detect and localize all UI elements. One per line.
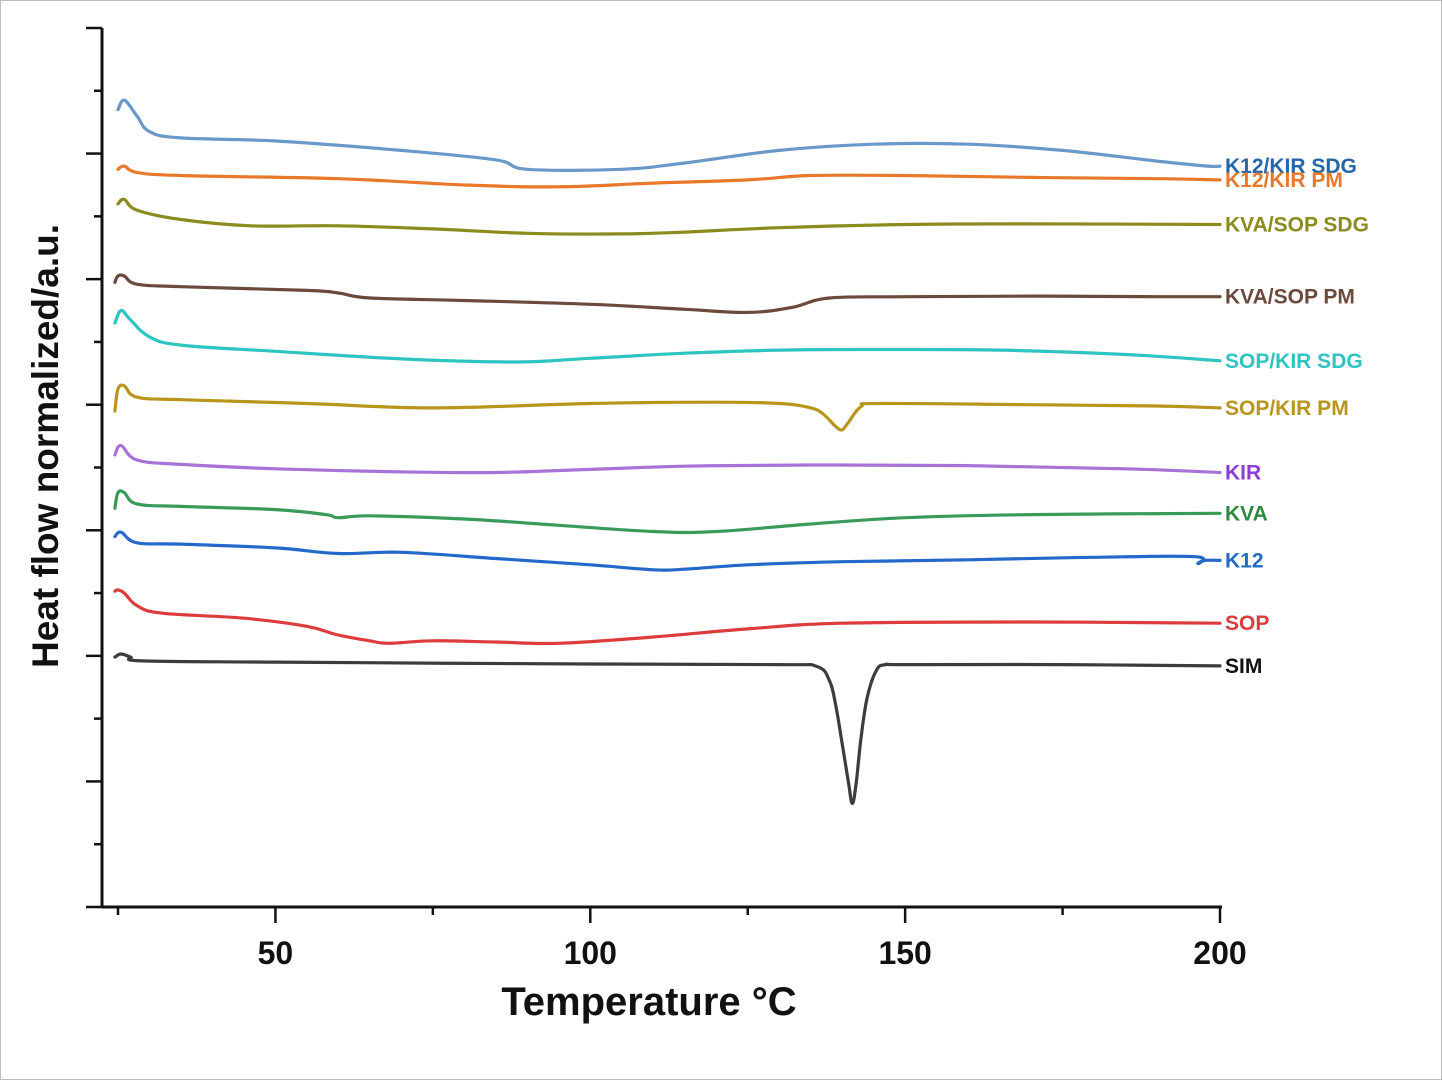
curves (113, 98, 1222, 806)
curve-sop (113, 588, 1222, 646)
curve-sim (113, 652, 1222, 806)
series-label: KIR (1225, 462, 1261, 485)
series-label: SIM (1225, 655, 1262, 678)
x-tick-label: 200 (1193, 935, 1246, 971)
curve-k12-kir-sdg (116, 98, 1222, 172)
curve-sop-kir-pm (113, 383, 1222, 432)
series-label: SOP/KIR SDG (1225, 350, 1363, 373)
series-label: K12 (1225, 549, 1264, 572)
series-label: K12/KIR PM (1225, 169, 1343, 192)
x-tick-label: 150 (878, 935, 931, 971)
x-tick-label: 50 (258, 935, 294, 971)
series-label: KVA/SOP PM (1225, 286, 1355, 309)
series-label: SOP/KIR PM (1225, 397, 1349, 420)
axes: 50 100 150 200 (86, 26, 1247, 971)
curve-kva-sop-sdg (116, 197, 1222, 236)
series-label: SOP (1225, 612, 1269, 635)
curve-k12 (113, 530, 1222, 572)
series-label: KVA/SOP SDG (1225, 214, 1369, 237)
series-label: K12/KIR SDG (1225, 155, 1357, 178)
curve-kva-sop-pm (113, 273, 1222, 315)
curve-kir (113, 443, 1222, 475)
curve-k12-kir-pm (116, 164, 1222, 189)
y-axis-title: Heat flow normalized/a.u. (25, 224, 66, 668)
x-tick-label: 100 (564, 935, 617, 971)
x-axis-title: Temperature °C (501, 980, 796, 1024)
curve-kva (113, 489, 1222, 535)
series-label: KVA (1225, 502, 1268, 525)
curve-sop-kir-sdg (113, 308, 1222, 364)
